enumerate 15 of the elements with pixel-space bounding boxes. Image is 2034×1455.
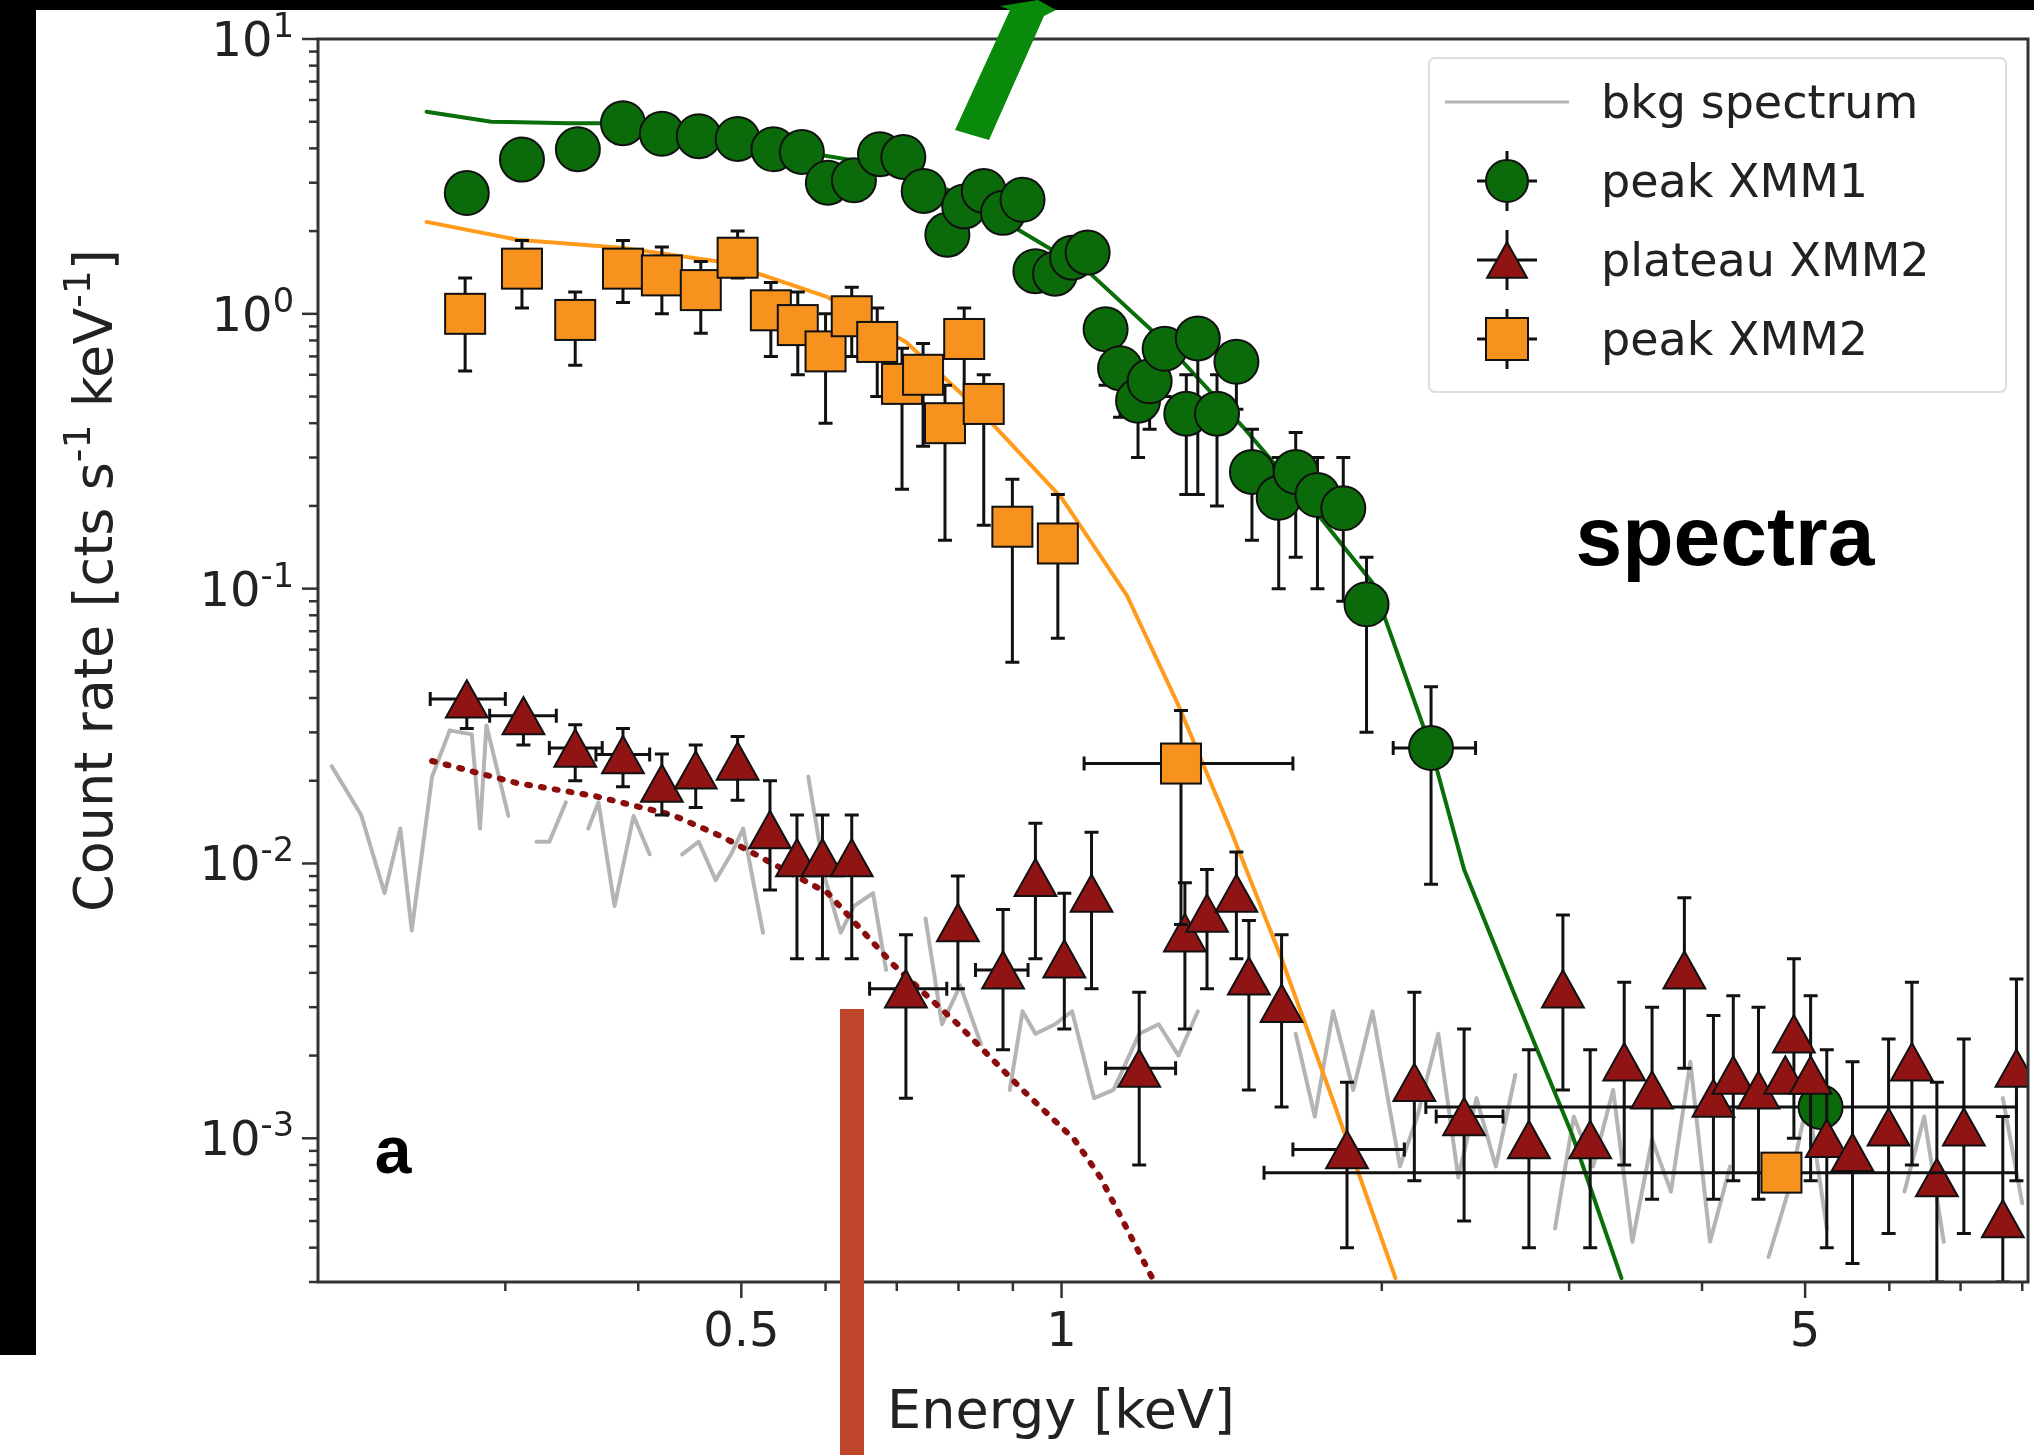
x-tick-label: 5: [1789, 1301, 1821, 1357]
y-tick-label: 10$^{-1}$: [199, 555, 294, 617]
legend-label: peak XMM1: [1601, 154, 1869, 208]
x-axis-title: Energy [keV]: [887, 1378, 1235, 1441]
y-tick-label: 10$^{-2}$: [199, 829, 294, 892]
legend-label: bkg spectrum: [1601, 75, 1919, 129]
legend-label: plateau XMM2: [1601, 233, 1930, 287]
y-tick-label: 10$^{-3}$: [199, 1104, 294, 1167]
y-tick-label: 10$^{1}$: [211, 5, 294, 67]
x-tick-label: 1: [1046, 1301, 1077, 1357]
annotation: spectra: [1575, 489, 1876, 583]
y-tick-label: 10$^{0}$: [211, 280, 294, 342]
annotation: a: [374, 1113, 413, 1187]
x-tick-label: 0.5: [703, 1301, 780, 1357]
legend-label: peak XMM2: [1601, 312, 1869, 366]
